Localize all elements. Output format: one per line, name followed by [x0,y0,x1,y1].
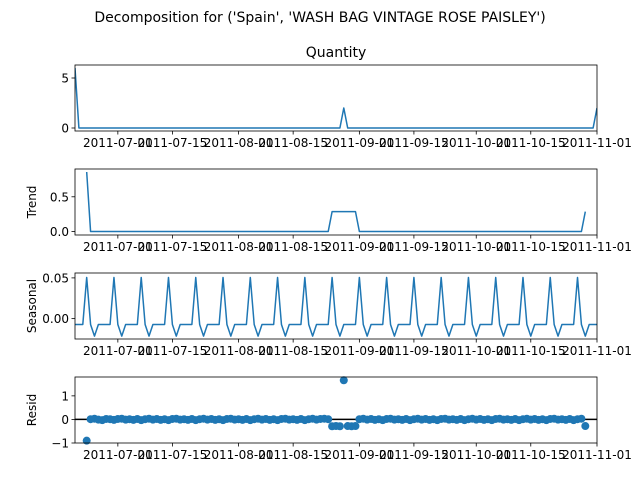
quantity-xtick-label: 2011-08-15 [258,136,328,150]
seasonal-series-line [75,276,597,337]
trend-axes-frame [74,168,598,236]
seasonal-xtick-label: 2011-08-01 [204,344,274,358]
resid-xtick-label: 2011-07-01 [83,448,153,462]
resid-xtick-label: 2011-09-01 [324,448,394,462]
resid-point [339,376,348,385]
quantity-xtick-label: 2011-10-01 [441,136,511,150]
quantity-panel: Quantity 0 5 2011-07-012011-07-152011-08-01… [61,45,632,150]
trend-xtick-label: 2011-07-15 [138,240,208,254]
trend-xtick-label: 2011-11-01 [562,240,632,254]
seasonal-xtick-label: 2011-09-15 [379,344,449,358]
seasonal-xtick-label: 2011-10-15 [496,344,566,358]
trend-ylabel: Trend [25,186,39,220]
quantity-xtick-label: 2011-07-15 [138,136,208,150]
quantity-ytick-label: 5 [61,72,69,86]
panels: Quantity052011-07-012011-07-152011-08-01… [25,45,632,462]
quantity-series-line [75,67,597,129]
resid-xtick-label: 2011-09-15 [379,448,449,462]
quantity-xtick-label: 2011-09-01 [324,136,394,150]
resid-point [577,414,586,423]
resid-xtick-label: 2011-07-15 [138,448,208,462]
seasonal-ytick-label: 0.05 [42,271,69,285]
quantity-axes-frame [74,64,598,132]
resid-point [335,422,344,431]
resid-point [581,422,590,431]
seasonal-xtick-label: 2011-11-01 [562,344,632,358]
trend-ytick-label: 0.0 [50,225,69,239]
seasonal-panel: Seasonal 0.000.052011-07-012011-07-152011… [25,271,632,358]
resid-xtick-label: 2011-08-01 [204,448,274,462]
trend-xtick-label: 2011-10-01 [441,240,511,254]
trend-xtick-label: 2011-08-15 [258,240,328,254]
trend-series-line [85,171,587,233]
trend-xtick-label: 2011-07-01 [83,240,153,254]
resid-ytick-label: −1 [51,437,69,451]
resid-point [82,436,91,445]
quantity-xtick-label: 2011-08-01 [204,136,274,150]
resid-ylabel: Resid [25,394,39,426]
resid-axes-frame [74,376,598,444]
seasonal-ylabel: Seasonal [25,279,39,333]
trend-xtick-label: 2011-10-15 [496,240,566,254]
figure-title: Decomposition for ('Spain', 'WASH BAG VI… [94,10,545,26]
seasonal-axes-frame [74,272,598,340]
resid-xtick-label: 2011-10-01 [441,448,511,462]
trend-ytick-label: 0.5 [50,190,69,204]
seasonal-xtick-label: 2011-07-01 [83,344,153,358]
resid-point [324,415,333,424]
seasonal-xtick-label: 2011-08-15 [258,344,328,358]
resid-xtick-label: 2011-11-01 [562,448,632,462]
seasonal-ytick-label: 0.00 [42,312,69,326]
resid-ytick-label: 0 [61,413,69,427]
quantity-panel-title: Quantity [306,45,367,61]
trend-xtick-label: 2011-09-15 [379,240,449,254]
seasonal-xtick-label: 2011-07-15 [138,344,208,358]
quantity-xtick-label: 2011-07-01 [83,136,153,150]
resid-panel: Resid−1012011-07-012011-07-152011-08-012… [25,376,632,462]
quantity-xtick-label: 2011-11-01 [562,136,632,150]
seasonal-xtick-label: 2011-10-01 [441,344,511,358]
quantity-xtick-label: 2011-09-15 [379,136,449,150]
trend-panel: Trend 0.0 0.5 2011-07-012011-07-152011-08-0… [25,168,632,254]
resid-point [351,422,360,431]
resid-xtick-label: 2011-10-15 [496,448,566,462]
resid-ytick-label: 1 [61,389,69,403]
trend-xtick-label: 2011-09-01 [324,240,394,254]
resid-xtick-label: 2011-08-15 [258,448,328,462]
quantity-xtick-label: 2011-10-15 [496,136,566,150]
trend-xtick-label: 2011-08-01 [204,240,274,254]
quantity-ytick-label: 0 [61,122,69,136]
seasonal-xtick-label: 2011-09-01 [324,344,394,358]
